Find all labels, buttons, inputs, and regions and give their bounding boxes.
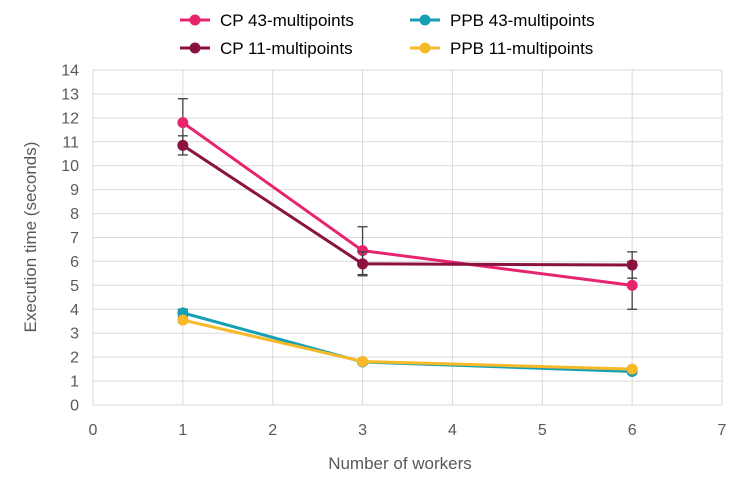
series-line — [182, 318, 633, 371]
series-1 — [177, 135, 638, 279]
legend-swatch-marker — [189, 42, 201, 54]
legend-item-0: CP 43-multipoints — [180, 11, 354, 30]
grid — [92, 69, 723, 406]
data-point — [626, 279, 638, 291]
x-tick-label: 0 — [89, 422, 98, 439]
x-tick-label: 1 — [178, 422, 187, 439]
y-tick-label: 6 — [70, 254, 79, 271]
y-tick-label: 12 — [61, 110, 79, 127]
y-tick-label: 13 — [61, 86, 79, 103]
x-tick-label: 4 — [448, 422, 457, 439]
legend-label: CP 43-multipoints — [220, 11, 354, 30]
y-tick-label: 0 — [70, 398, 79, 415]
y-tick-label: 1 — [70, 374, 79, 391]
series-layer — [177, 98, 638, 377]
legend-label: PPB 11-multipoints — [450, 39, 593, 58]
legend-swatch-marker — [189, 14, 201, 26]
data-point — [626, 363, 638, 375]
data-point — [357, 245, 369, 257]
x-tick-label: 7 — [718, 422, 727, 439]
data-point — [626, 259, 638, 271]
legend-item-3: PPB 11-multipoints — [410, 39, 593, 58]
x-tick-label: 6 — [628, 422, 637, 439]
legend-item-1: CP 11-multipoints — [180, 39, 353, 58]
data-point — [177, 314, 189, 326]
series-line — [182, 144, 633, 267]
y-tick-label: 7 — [70, 230, 79, 247]
y-tick-label: 14 — [61, 63, 79, 80]
y-tick-label: 8 — [70, 206, 79, 223]
x-tick-label: 2 — [268, 422, 277, 439]
legend-label: PPB 43-multipoints — [450, 11, 595, 30]
x-axis-title: Number of workers — [328, 454, 472, 473]
x-tick-label: 5 — [538, 422, 547, 439]
legend-item-2: PPB 43-multipoints — [410, 11, 595, 30]
x-tick-label: 3 — [358, 422, 367, 439]
y-tick-label: 3 — [70, 326, 79, 343]
y-tick-label: 4 — [70, 302, 79, 319]
data-point — [357, 258, 369, 270]
series-0 — [177, 98, 638, 310]
data-point — [357, 355, 369, 367]
legend: CP 43-multipoints CP 11-multipoints PPB 43… — [180, 11, 595, 58]
y-axis-title: Execution time (seconds) — [21, 142, 40, 333]
y-tick-label: 2 — [70, 350, 79, 367]
legend-label: CP 11-multipoints — [220, 39, 353, 58]
y-tick-label: 9 — [70, 182, 79, 199]
legend-swatch-marker — [419, 42, 431, 54]
y-tick-label: 5 — [70, 278, 79, 295]
series-3 — [177, 314, 638, 375]
legend-swatch-marker — [419, 14, 431, 26]
y-tick-label: 10 — [61, 158, 79, 175]
y-tick-label: 11 — [62, 134, 79, 151]
data-point — [177, 117, 189, 129]
data-point — [177, 139, 189, 151]
